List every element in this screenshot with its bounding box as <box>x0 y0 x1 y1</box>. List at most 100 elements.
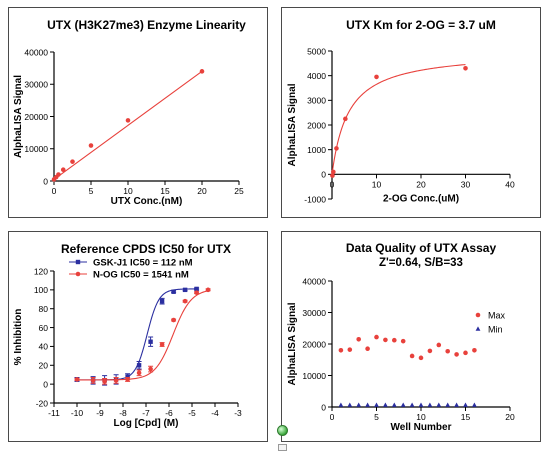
y-tick-label: 0 <box>321 170 326 180</box>
resize-handle-icon[interactable] <box>277 425 288 436</box>
x-tick-label: -3 <box>234 408 242 418</box>
data-point <box>436 342 442 348</box>
y-tick-label: 3000 <box>307 96 326 106</box>
x-tick-label: 5 <box>374 412 379 422</box>
data-point <box>427 348 433 354</box>
data-point <box>347 347 353 352</box>
y-axis-label: AlphaLISA Signal <box>287 83 298 166</box>
y-tick-label: 20000 <box>24 112 48 122</box>
data-point <box>356 336 361 342</box>
data-point <box>418 402 424 407</box>
data-point <box>102 379 107 384</box>
legend-marker <box>75 259 81 265</box>
data-point <box>472 348 477 353</box>
data-point <box>418 355 424 361</box>
fit-curve <box>77 290 209 381</box>
data-point <box>383 337 388 343</box>
fit-curve <box>77 288 197 381</box>
fit-curve <box>53 70 203 180</box>
x-tick-label: 10 <box>123 186 133 196</box>
x-tick-label: 0 <box>330 179 335 189</box>
data-point <box>159 342 165 347</box>
chart-panel-km-2og: UTX Km for 2-OG = 3.7 uM -1000 0 1000 2000 30… <box>281 7 541 218</box>
data-point <box>338 348 344 353</box>
x-tick-label: -10 <box>71 408 84 418</box>
x-tick-label: -8 <box>119 408 127 418</box>
data-point <box>56 172 61 177</box>
chart-panel-enzyme-linearity: UTX (H3K27me3) Enzyme Linearity 0 10000 200… <box>8 7 268 218</box>
data-point <box>454 402 459 407</box>
data-point <box>113 378 119 383</box>
x-tick-label: 15 <box>160 186 170 196</box>
data-point <box>374 402 379 407</box>
chart-km-2og: UTX Km for 2-OG = 3.7 uM -1000 0 1000 2000 30… <box>287 18 515 204</box>
data-point <box>391 402 397 407</box>
data-point <box>60 167 66 173</box>
x-tick-label: 40 <box>505 179 515 189</box>
data-point <box>182 298 188 304</box>
x-axis-label: 2-OG Conc.(uM) <box>383 193 459 204</box>
x-tick-label: -5 <box>188 408 196 418</box>
data-point <box>374 74 379 80</box>
y-tick-label: -1000 <box>304 194 326 204</box>
data-point <box>436 402 442 407</box>
x-tick-label: -11 <box>48 408 60 418</box>
data-point <box>70 159 75 164</box>
data-point <box>182 287 188 293</box>
selection-handle-icon[interactable] <box>278 444 287 451</box>
x-tick-label: 20 <box>416 179 426 189</box>
chart-title: UTX Km for 2-OG = 3.7 uM <box>346 18 496 32</box>
x-tick-label: -4 <box>211 408 219 418</box>
y-tick-label: 30000 <box>302 308 326 318</box>
data-point <box>365 346 370 352</box>
data-point <box>171 317 176 323</box>
chart-subtitle: Z'=0.64, S/B=33 <box>379 257 463 269</box>
x-tick-label: 30 <box>461 179 471 189</box>
y-tick-label: 20 <box>39 361 49 371</box>
x-tick-label: -7 <box>142 408 150 418</box>
data-point <box>454 352 459 357</box>
x-axis-label: Well Number <box>391 422 452 433</box>
data-point <box>148 366 153 372</box>
data-point <box>171 289 176 294</box>
chart-enzyme-linearity: UTX (H3K27me3) Enzyme Linearity010000200… <box>13 18 246 207</box>
x-tick-label: 20 <box>505 412 515 422</box>
x-axis-label: UTX Conc.(nM) <box>111 196 183 207</box>
fit-curve <box>331 63 466 175</box>
data-point <box>445 348 450 354</box>
y-tick-label: 60 <box>39 323 49 333</box>
y-tick-label: 100 <box>34 285 48 295</box>
x-tick-label: 10 <box>416 412 426 422</box>
y-axis-label: AlphaLISA Signal <box>13 75 24 158</box>
data-point <box>148 339 153 344</box>
data-point <box>409 402 415 407</box>
chart-panel-ic50: Reference CPDS IC50 for UTX -20 0 20 40 60 80 1… <box>8 231 268 442</box>
y-axis-label: % Inhibition <box>13 309 24 366</box>
chart-ic50: Reference CPDS IC50 for UTX -20 0 20 40 60 80 1… <box>13 242 242 429</box>
legend-label: GSK-J1 IC50 = 112 nM <box>93 258 193 269</box>
data-point <box>427 402 433 407</box>
data-point <box>463 65 468 71</box>
data-point <box>356 402 362 407</box>
data-point <box>338 402 344 407</box>
data-point <box>400 402 406 407</box>
x-tick-label: 20 <box>197 186 207 196</box>
data-point <box>90 378 96 383</box>
data-point <box>199 69 205 74</box>
chart-title: Data Quality of UTX Assay <box>346 241 497 255</box>
y-tick-label: 20000 <box>302 339 326 349</box>
y-tick-label: 0 <box>321 402 326 412</box>
legend-marker <box>475 312 481 318</box>
x-tick-label: 15 <box>461 412 471 422</box>
data-point <box>74 377 80 382</box>
y-tick-label: 40000 <box>302 276 326 286</box>
data-point <box>334 146 339 151</box>
data-point <box>463 350 468 356</box>
y-tick-label: 4000 <box>307 71 326 81</box>
legend-marker <box>75 271 81 277</box>
legend-label: Max <box>488 311 506 321</box>
x-tick-label: -9 <box>96 408 104 418</box>
legend-marker <box>475 326 481 331</box>
chart-data-quality: Data Quality of UTX Assay Z'=0.64, S/B=33… <box>287 241 515 433</box>
chart-panel-data-quality: Data Quality of UTX Assay Z'=0.64, S/B=33… <box>281 231 541 442</box>
